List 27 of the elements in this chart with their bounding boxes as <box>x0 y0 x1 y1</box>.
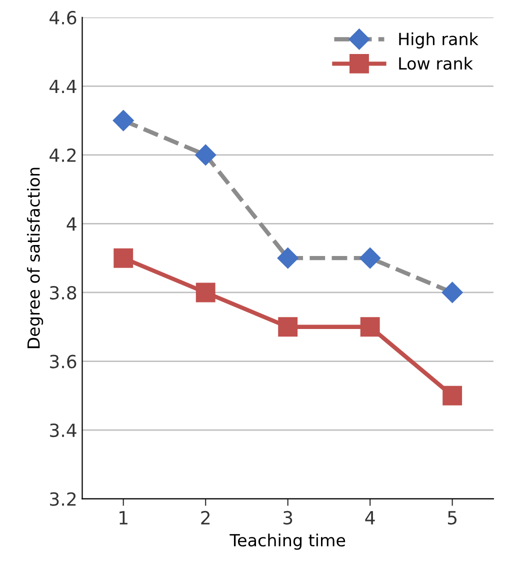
x-tick-label: 4 <box>365 511 375 524</box>
point <box>196 282 216 302</box>
y-tick-label: 3.8 <box>50 286 76 300</box>
point <box>112 110 134 132</box>
x-tick-label: 5 <box>448 511 456 525</box>
y-tick-label: 3.4 <box>50 423 76 438</box>
legend-label: Low rank <box>399 56 473 70</box>
legend-label: High rank <box>399 32 478 49</box>
x-tick-label: 3 <box>283 510 292 525</box>
point <box>277 248 298 269</box>
y-tick-label: 4 <box>66 217 76 231</box>
point <box>360 317 380 337</box>
y-tick-label: 3.6 <box>50 354 76 368</box>
y-axis-title: Degree of satisfaction <box>26 168 44 348</box>
y-tick-label: 4.6 <box>50 10 76 25</box>
point <box>114 248 134 268</box>
point <box>360 248 381 269</box>
y-tick-label: 3.2 <box>50 492 76 506</box>
y-tick-label: 4.4 <box>50 80 76 94</box>
y-tick-label: 4.2 <box>50 148 76 162</box>
point <box>442 386 462 406</box>
point <box>278 317 298 337</box>
point <box>195 144 216 166</box>
x-axis-title: Teaching time <box>230 534 346 550</box>
point <box>442 282 463 303</box>
x-tick-label: 1 <box>120 511 128 524</box>
x-tick-label: 2 <box>201 510 210 524</box>
